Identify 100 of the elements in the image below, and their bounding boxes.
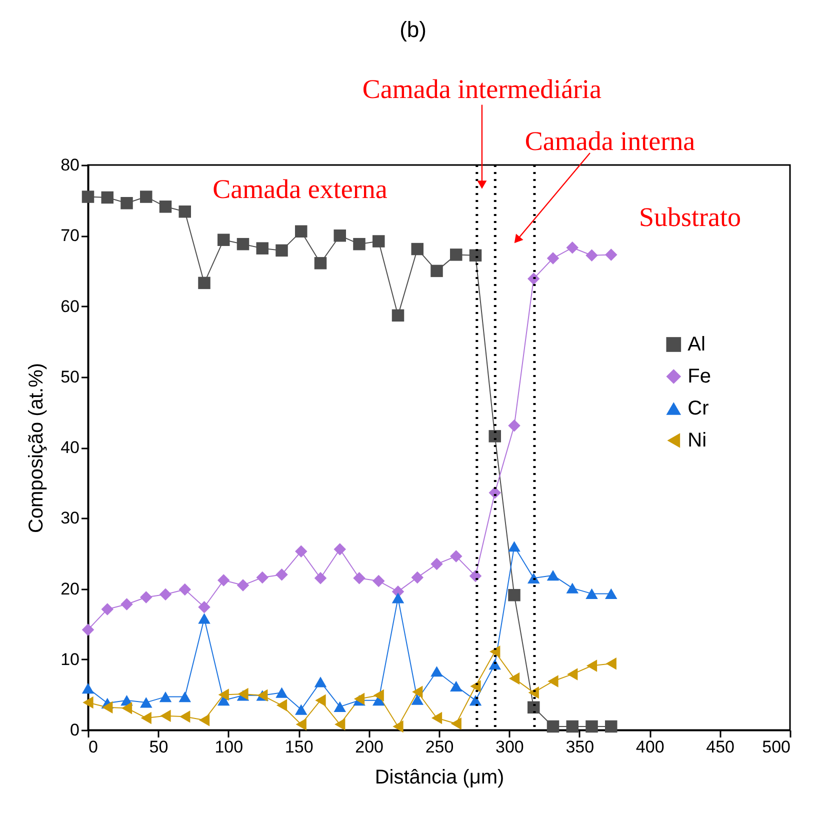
y-tick-label: 10: [60, 650, 80, 669]
point: [431, 712, 442, 724]
point: [605, 588, 618, 599]
point: [236, 238, 250, 250]
x-tick-label: 300: [496, 738, 524, 756]
point: [528, 701, 540, 714]
point: [567, 668, 578, 680]
y-tick-label: 80: [60, 156, 80, 174]
point: [528, 272, 540, 285]
y-tick-label: 30: [60, 508, 80, 528]
point: [586, 249, 598, 262]
point: [120, 598, 133, 610]
point: [198, 600, 210, 614]
point: [450, 248, 462, 261]
point: [140, 190, 152, 203]
point: [470, 680, 481, 692]
point: [392, 309, 404, 322]
point: [218, 234, 230, 246]
point: [334, 230, 346, 242]
x-tick-label: 500: [762, 738, 790, 756]
legend-label: Cr: [688, 398, 710, 420]
x-axis-title: Distância (μm): [374, 766, 504, 788]
point: [140, 697, 152, 708]
point: [373, 689, 384, 702]
point: [198, 714, 210, 726]
point: [605, 720, 618, 733]
annotation: Substrato: [638, 202, 742, 232]
point: [372, 235, 385, 248]
point: [566, 720, 579, 733]
point: [82, 696, 94, 709]
point: [140, 712, 152, 724]
x-tick-label: 450: [706, 738, 734, 756]
point: [354, 692, 365, 706]
point: [508, 588, 520, 602]
y-tick-label: 50: [60, 367, 80, 386]
point: [82, 190, 94, 203]
point: [276, 699, 288, 712]
point: [159, 692, 172, 702]
point: [586, 660, 598, 672]
point: [276, 687, 288, 698]
point: [101, 191, 114, 204]
chart-title: (b): [400, 17, 426, 42]
y-axis-title: Composição (at.%): [26, 362, 48, 534]
point: [411, 242, 424, 256]
point: [82, 624, 94, 636]
point: [276, 568, 288, 581]
point: [121, 702, 132, 714]
annotation: Camada intermediária: [362, 74, 602, 104]
y-tick-label: 40: [60, 438, 80, 457]
legend-label: Al: [688, 334, 706, 356]
point: [546, 252, 560, 264]
y-tick-label: 20: [60, 579, 80, 598]
point: [256, 242, 268, 254]
x-tick-label: 50: [149, 738, 168, 756]
point: [430, 558, 443, 570]
point: [159, 588, 172, 601]
point: [353, 238, 366, 250]
point: [392, 720, 404, 733]
point: [295, 545, 308, 558]
point: [276, 244, 288, 257]
point: [314, 257, 327, 270]
point: [430, 666, 443, 677]
x-tick-label: 0: [88, 738, 98, 756]
point: [412, 686, 423, 698]
point: [450, 718, 462, 730]
point: [236, 579, 250, 592]
point: [120, 197, 133, 210]
point: [450, 550, 462, 562]
point: [140, 591, 152, 604]
point: [372, 574, 385, 588]
point: [238, 688, 248, 700]
point: [508, 672, 520, 685]
point: [82, 683, 94, 694]
point: [606, 657, 616, 670]
point: [566, 582, 579, 594]
point: [159, 200, 172, 213]
point: [218, 688, 229, 701]
point: [586, 588, 598, 599]
x-tick-label: 400: [636, 738, 664, 756]
point: [488, 430, 501, 442]
point: [392, 592, 404, 604]
point: [469, 249, 482, 262]
point: [295, 704, 308, 715]
point: [334, 718, 346, 730]
point: [605, 248, 618, 261]
point: [528, 572, 540, 584]
point: [490, 645, 500, 658]
point: [548, 675, 558, 688]
point: [334, 701, 346, 712]
legend-label: Fe: [688, 366, 711, 388]
point: [295, 225, 308, 238]
point: [180, 710, 190, 723]
point: [586, 720, 598, 733]
point: [546, 720, 560, 733]
point: [546, 570, 560, 581]
point: [508, 419, 520, 432]
point: [353, 572, 366, 584]
point: [411, 694, 424, 705]
x-tick-label: 250: [425, 738, 454, 756]
x-tick-label: 350: [566, 738, 594, 756]
